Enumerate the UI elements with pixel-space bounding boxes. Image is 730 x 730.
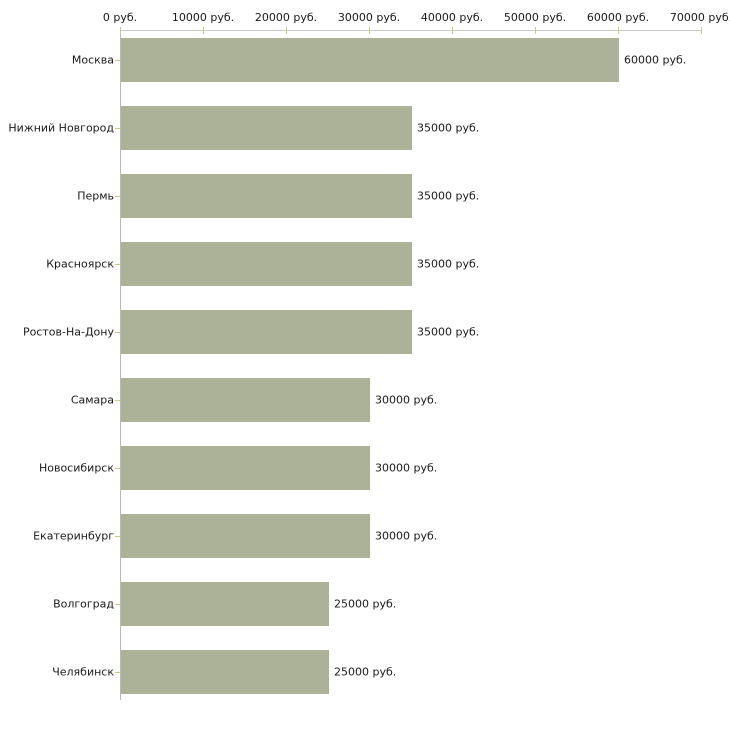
x-axis-tick [535, 27, 536, 34]
category-label: Красноярск [46, 257, 114, 271]
value-label: 25000 руб. [334, 665, 397, 679]
x-axis-tick [701, 27, 702, 34]
x-axis-tick-label: 30000 руб. [337, 11, 401, 24]
bar-6 [121, 378, 370, 422]
bar-4 [121, 242, 412, 286]
value-label: 30000 руб. [375, 529, 438, 543]
value-label: 35000 руб. [417, 189, 480, 203]
y-axis-line [120, 30, 121, 700]
category-tick [115, 60, 120, 61]
category-tick [115, 672, 120, 673]
value-label: 35000 руб. [417, 325, 480, 339]
x-axis-tick-label: 10000 руб. [171, 11, 235, 24]
category-tick [115, 128, 120, 129]
x-axis-tick [369, 27, 370, 34]
category-tick [115, 604, 120, 605]
value-label: 30000 руб. [375, 461, 438, 475]
x-axis-tick [452, 27, 453, 34]
bar-3 [121, 174, 412, 218]
category-label: Самара [70, 393, 114, 407]
category-tick [115, 332, 120, 333]
bar-10 [121, 650, 329, 694]
x-axis-tick [286, 27, 287, 34]
category-label: Челябинск [52, 665, 114, 679]
value-label: 30000 руб. [375, 393, 438, 407]
bar-8 [121, 514, 370, 558]
bar-5 [121, 310, 412, 354]
value-label: 60000 руб. [624, 53, 687, 67]
category-label: Пермь [77, 189, 114, 203]
category-tick [115, 400, 120, 401]
category-label: Нижний Новгород [8, 121, 114, 135]
x-axis-tick-label: 50000 руб. [503, 11, 567, 24]
x-axis-line [120, 30, 701, 31]
category-label: Волгоград [53, 597, 114, 611]
x-axis-tick-label: 60000 руб. [586, 11, 650, 24]
category-tick [115, 196, 120, 197]
category-label: Москва [71, 53, 114, 67]
x-axis-tick-label: 70000 руб. [669, 11, 730, 24]
category-tick [115, 468, 120, 469]
category-label: Новосибирск [38, 461, 114, 475]
x-axis-tick-label: 20000 руб. [254, 11, 318, 24]
category-label: Екатеринбург [33, 529, 114, 543]
x-axis-tick [203, 27, 204, 34]
bar-2 [121, 106, 412, 150]
x-axis-tick-label: 0 руб. [102, 11, 138, 24]
category-tick [115, 264, 120, 265]
value-label: 35000 руб. [417, 257, 480, 271]
x-axis-tick-label: 40000 руб. [420, 11, 484, 24]
bar-7 [121, 446, 370, 490]
x-axis-tick [618, 27, 619, 34]
bar-9 [121, 582, 329, 626]
bar-1 [121, 38, 619, 82]
value-label: 25000 руб. [334, 597, 397, 611]
value-label: 35000 руб. [417, 121, 480, 135]
category-tick [115, 536, 120, 537]
category-label: Ростов-На-Дону [22, 325, 114, 339]
x-axis-tick [120, 27, 121, 34]
